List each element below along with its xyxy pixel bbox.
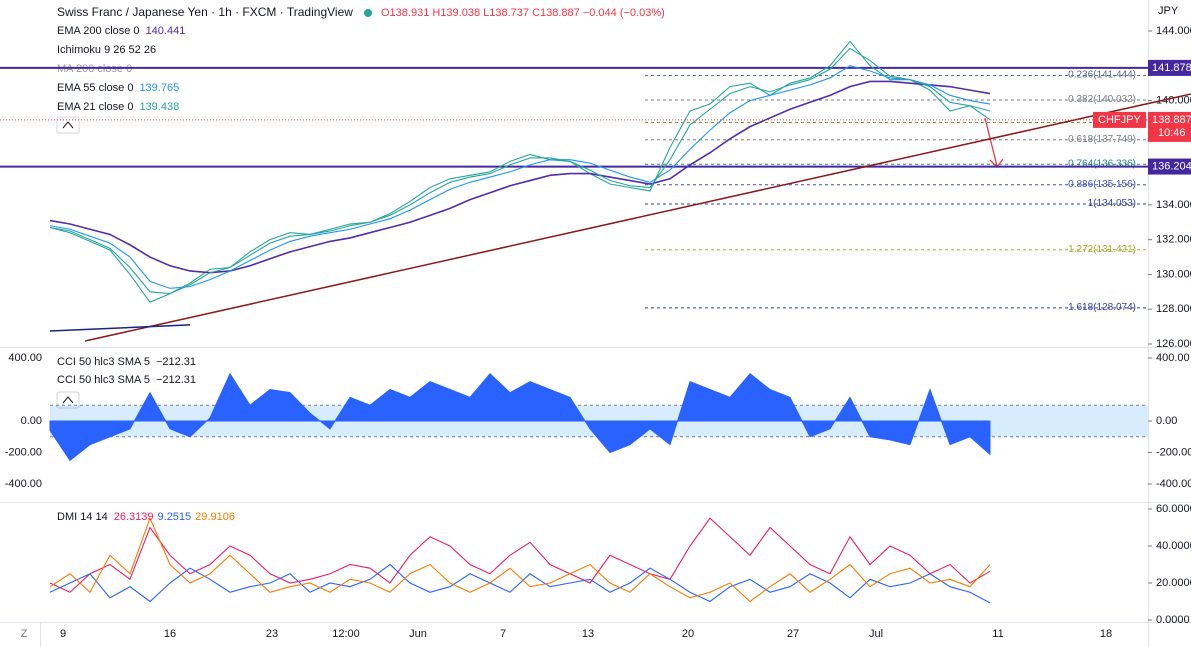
- indicator-line: [49, 80, 991, 274]
- corner-button[interactable]: Z: [21, 628, 28, 640]
- collapse-button[interactable]: [56, 391, 80, 409]
- last-price-label: 138.887: [1152, 114, 1191, 126]
- y-tick-label: -400.00: [1156, 478, 1191, 490]
- fib-label: 0.382(140.032): [1068, 94, 1136, 105]
- y-tick-label-left: -200.00: [5, 446, 42, 458]
- fib-label: 0.618(137.749): [1068, 134, 1136, 145]
- y-tick-label: 140.000: [1156, 94, 1191, 106]
- y-tick-label: 400.00: [1156, 352, 1190, 364]
- indicator-value: 29.9106: [195, 511, 235, 523]
- y-tick-label: 132.000: [1156, 234, 1191, 246]
- indicator-line: [49, 563, 991, 604]
- indicator-label: CCI 50 hlc3 SMA 5: [57, 356, 150, 368]
- collapse-icon: [62, 396, 74, 404]
- indicator-value: 139.765: [139, 82, 179, 94]
- y-tick-label-left: -400.00: [5, 478, 42, 490]
- indicator-label: EMA 55 close 0: [57, 82, 133, 94]
- last-price-tag: [1148, 111, 1191, 142]
- x-tick-label: 16: [164, 628, 176, 640]
- indicator-label: Ichimoku 9 26 52 26: [57, 44, 156, 56]
- y-tick-label: 0.0000: [1156, 614, 1190, 626]
- symbol-title: Swiss Franc / Japanese Yen · 1h · FXCM ·…: [57, 5, 353, 19]
- y-tick-label: 60.0000: [1156, 503, 1191, 515]
- currency: JPY: [1158, 5, 1179, 17]
- y-tick-label: 144.000: [1156, 25, 1191, 37]
- indicator-line: [49, 47, 991, 295]
- collapse-icon: [62, 121, 74, 129]
- indicator-line: [49, 516, 991, 603]
- x-tick-label: Jul: [869, 628, 883, 640]
- fib-label: 0.236(141.444): [1068, 70, 1136, 81]
- trendline: [49, 324, 191, 332]
- indicator-line: [49, 65, 991, 289]
- indicator-value: 9.2515: [158, 511, 192, 523]
- y-tick-label: 0.00: [1156, 415, 1177, 427]
- indicator-label: EMA 200 close 0: [57, 25, 140, 37]
- x-tick-label: 12:00: [332, 628, 360, 640]
- trendline: [84, 93, 1191, 342]
- indicator-line: [49, 517, 991, 593]
- price-tag-label: 136.204: [1152, 160, 1191, 172]
- price-tag-label: 141.878: [1152, 62, 1191, 74]
- x-tick-label: 27: [787, 628, 799, 640]
- y-tick-label: 128.000: [1156, 303, 1191, 315]
- fib-label: 1.618(128.074): [1068, 302, 1136, 313]
- x-tick-label: 18: [1100, 628, 1112, 640]
- y-tick-label: 40.0000: [1156, 540, 1191, 552]
- x-tick-label: 11: [992, 628, 1003, 640]
- indicator-value: 139.438: [139, 101, 179, 113]
- indicator-label: CCI 50 hlc3 SMA 5: [57, 374, 150, 386]
- fib-label: 1.272(131.421): [1068, 244, 1136, 255]
- x-tick-label: 20: [682, 628, 694, 640]
- y-tick-label-left: 400.00: [8, 352, 42, 364]
- indicator-label: MA 200 close 0: [57, 63, 132, 75]
- last-price-time: 10:46: [1158, 127, 1186, 139]
- indicator-value: −212.31: [156, 356, 196, 368]
- price-tag: [1148, 59, 1191, 76]
- cci-area: [49, 372, 991, 462]
- x-tick-label: 23: [266, 628, 278, 640]
- fib-label: 1(134.053): [1088, 198, 1136, 209]
- price-line: [49, 40, 991, 303]
- y-tick-label: 126.000: [1156, 338, 1191, 350]
- fib-label: 0.764(136.336): [1068, 158, 1136, 169]
- x-tick-label: 9: [60, 628, 66, 640]
- symbol-tag-label: CHFJPY: [1098, 114, 1141, 126]
- indicator-label: EMA 21 close 0: [57, 101, 133, 113]
- indicator-value: 26.3139: [114, 511, 154, 523]
- ohlc: O138.931 H139.038 L138.737 C138.887 −0.0…: [381, 7, 665, 19]
- collapse-button[interactable]: [56, 116, 80, 134]
- y-tick-label: -200.00: [1156, 446, 1191, 458]
- symbol-tag: [1093, 111, 1146, 128]
- indicator-label: DMI 14 14: [57, 511, 108, 523]
- x-tick-label: Jun: [409, 628, 427, 640]
- y-tick-label-left: 0.00: [21, 415, 42, 427]
- y-tick-label: 20.0000: [1156, 577, 1191, 589]
- fib-label: 0.886(135.156): [1068, 179, 1136, 190]
- status-dot: [364, 9, 372, 17]
- indicator-value: −212.31: [156, 374, 196, 386]
- x-tick-label: 13: [582, 628, 594, 640]
- x-tick-label: 7: [500, 628, 506, 640]
- indicator-value: 140.441: [146, 25, 186, 37]
- y-tick-label: 130.000: [1156, 268, 1191, 280]
- price-tag: [1148, 158, 1191, 175]
- y-tick-label: 134.000: [1156, 199, 1191, 211]
